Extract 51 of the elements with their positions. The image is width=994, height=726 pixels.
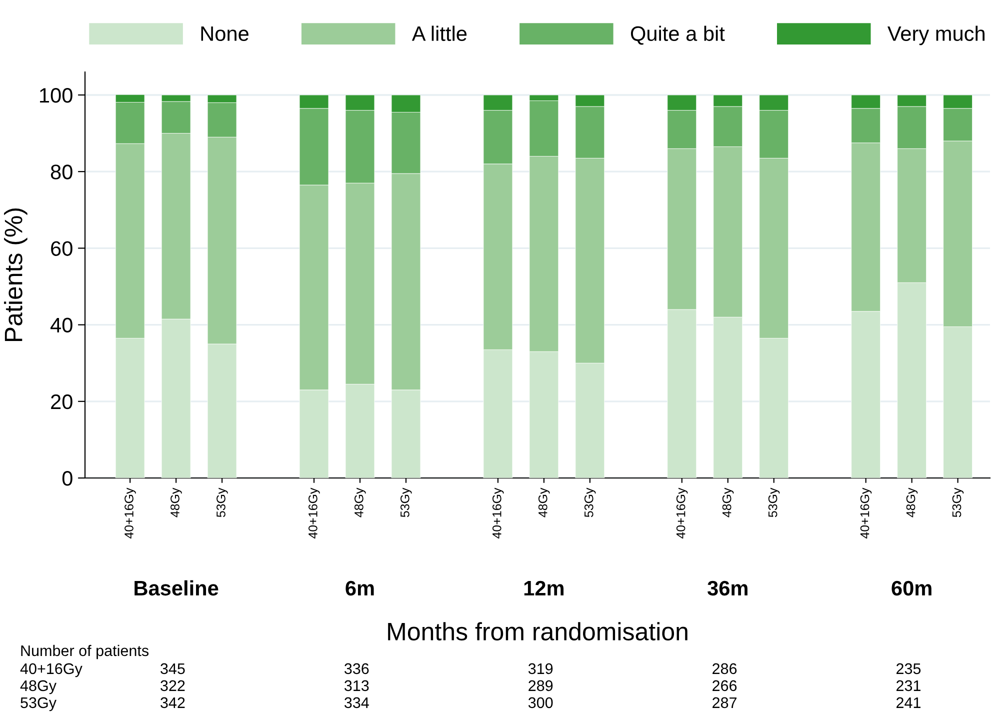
x-tick-label: 48Gy — [538, 488, 550, 518]
y-tick-label: 20 — [51, 394, 72, 410]
x-tick-label: 53Gy — [768, 488, 780, 518]
y-tick-label: 100 — [40, 88, 72, 103]
text: 12m — [524, 580, 564, 596]
y-tick-label: 80 — [50, 164, 72, 180]
x-tick-label: 53Gy — [584, 488, 596, 518]
text: 322 — [160, 680, 185, 692]
x-axis-title: Months from randomisation — [388, 622, 688, 640]
x-tick-label: 53Gy — [952, 488, 964, 518]
x-tick-label: 40+16Gy — [676, 488, 688, 539]
text: 300 — [528, 697, 553, 708]
x-tick-label: 48Gy — [354, 488, 366, 518]
x-tick-label: 53Gy — [216, 488, 228, 518]
text: 287 — [712, 697, 737, 708]
x-tick-label: 40+16Gy — [308, 488, 320, 539]
text: 345 — [160, 663, 185, 674]
x-tick-label: 53Gy — [400, 488, 412, 518]
x-tick-label: 48Gy — [906, 488, 918, 518]
text: 286 — [712, 663, 737, 674]
text: 235 — [896, 663, 921, 674]
text: 336 — [344, 663, 369, 674]
x-tick-label: 40+16Gy — [860, 488, 872, 539]
legend-label: Quite a bit — [630, 26, 725, 45]
y-tick-label: 0 — [62, 471, 72, 486]
text: 53Gy — [20, 697, 56, 712]
legend-label: Very much — [888, 26, 984, 46]
x-tick-label: 40+16Gy — [124, 488, 136, 539]
text: 241 — [896, 697, 920, 708]
y-axis-title: Patients (%) — [4, 208, 28, 342]
y-tick-label: 60 — [51, 241, 72, 256]
text: 334 — [344, 697, 369, 708]
text: 313 — [344, 680, 369, 692]
text: 319 — [528, 663, 553, 674]
text: 342 — [160, 697, 185, 708]
text: 266 — [712, 680, 737, 692]
text: 289 — [528, 680, 553, 692]
text: Number of patients — [21, 644, 149, 660]
x-tick-label: 48Gy — [722, 488, 734, 518]
text: 48Gy — [20, 680, 56, 694]
legend-label: A little — [412, 26, 467, 42]
text: 60m — [892, 580, 932, 596]
x-tick-label: 48Gy — [170, 488, 182, 518]
x-tick-label: 40+16Gy — [492, 488, 504, 539]
text: 231 — [896, 680, 920, 692]
text: 40+16Gy — [20, 663, 82, 678]
legend-label: None — [201, 26, 248, 42]
text: 36m — [708, 580, 748, 596]
y-tick-label: 40 — [50, 318, 72, 333]
text: Baseline — [134, 580, 218, 596]
text: 6m — [346, 580, 374, 596]
